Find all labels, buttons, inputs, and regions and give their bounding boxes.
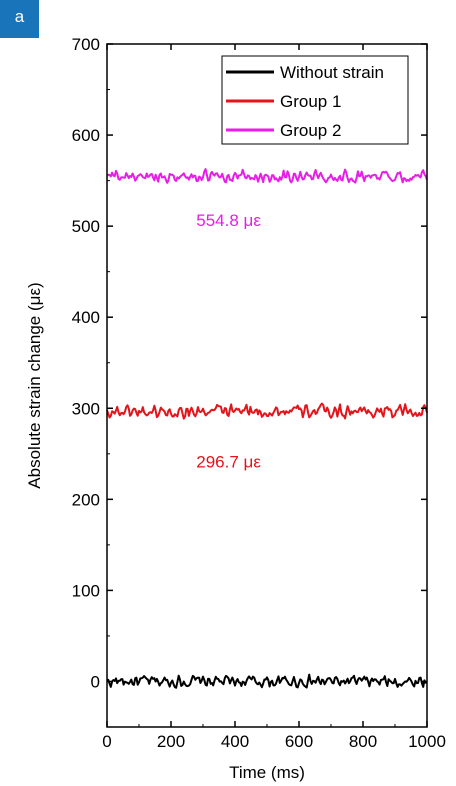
series-line-group-1: [107, 404, 427, 419]
legend-label: Group 1: [280, 92, 341, 111]
y-axis-title: Absolute strain change (με): [25, 282, 44, 488]
x-tick-label: 400: [221, 732, 249, 751]
y-tick-label: 500: [72, 217, 100, 236]
y-tick-label: 200: [72, 490, 100, 509]
x-tick-label: 0: [102, 732, 111, 751]
series-line-without-strain: [107, 675, 427, 688]
y-tick-label: 600: [72, 126, 100, 145]
value-annotation: 554.8 με: [196, 211, 261, 230]
x-tick-label: 200: [157, 732, 185, 751]
y-tick-label: 400: [72, 308, 100, 327]
y-tick-label: 300: [72, 399, 100, 418]
y-tick-label: 100: [72, 581, 100, 600]
value-annotation: 296.7 με: [196, 452, 261, 471]
x-axis-title: Time (ms): [229, 763, 305, 782]
legend: Without strain Group 1 Group 2: [222, 56, 408, 144]
legend-label: Group 2: [280, 121, 341, 140]
plot-frame: [107, 44, 427, 727]
x-tick-label: 600: [285, 732, 313, 751]
x-tick-label: 800: [349, 732, 377, 751]
y-tick-label: 700: [72, 35, 100, 54]
series-layer: [107, 169, 427, 688]
annotation-layer: 554.8 με 296.7 με: [196, 211, 261, 471]
y-tick-label: 0: [91, 672, 100, 691]
x-tick-label: 1000: [408, 732, 446, 751]
series-line-group-2: [107, 169, 427, 183]
legend-label: Without strain: [280, 63, 384, 82]
